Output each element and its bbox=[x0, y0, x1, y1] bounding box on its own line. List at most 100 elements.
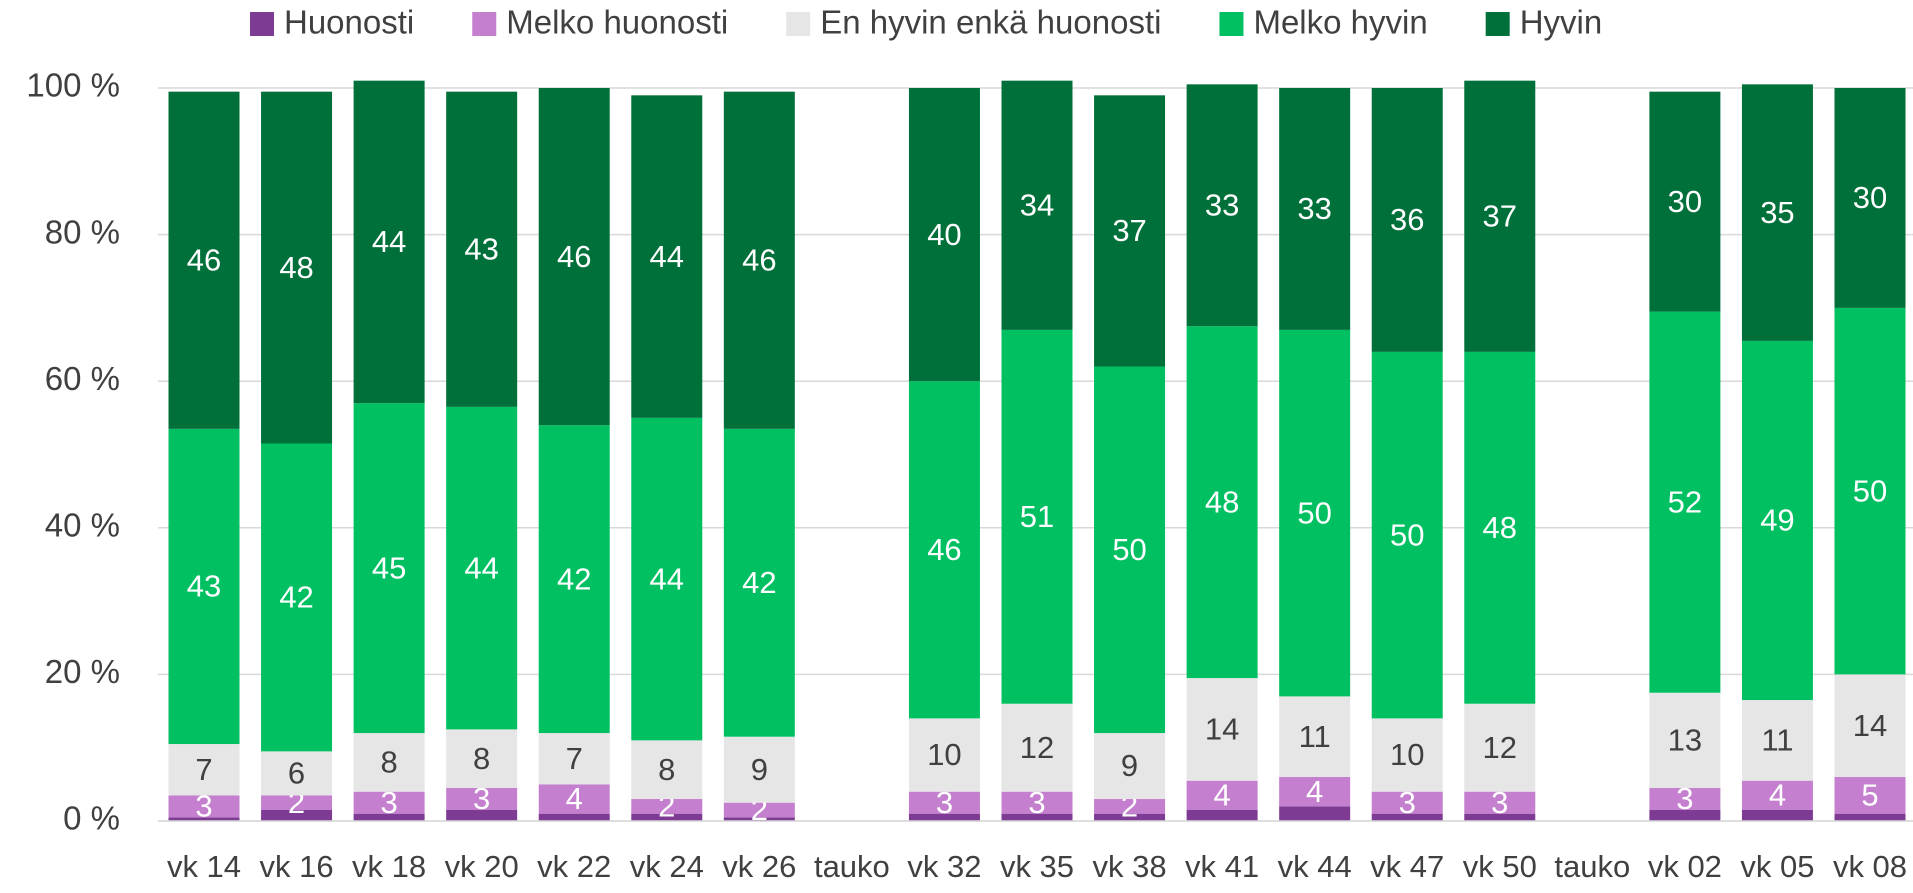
x-tick-label: vk 35 bbox=[1000, 849, 1074, 884]
data-label: 7 bbox=[566, 741, 583, 776]
x-tick-label: vk 50 bbox=[1463, 849, 1537, 884]
data-label: 44 bbox=[372, 224, 406, 259]
bar-segment bbox=[1371, 791, 1443, 814]
bar-segment bbox=[1834, 88, 1906, 308]
data-label: 3 bbox=[1676, 781, 1693, 816]
data-label: 45 bbox=[372, 550, 406, 585]
data-label: 7 bbox=[195, 752, 212, 787]
data-label: 10 bbox=[1390, 737, 1424, 772]
bar-segment bbox=[538, 784, 610, 814]
x-tick-label: vk 44 bbox=[1278, 849, 1352, 884]
bar-segment bbox=[1649, 788, 1721, 811]
data-label: 9 bbox=[1121, 748, 1138, 783]
data-label: 49 bbox=[1760, 503, 1794, 538]
data-label: 14 bbox=[1853, 708, 1887, 743]
data-label: 50 bbox=[1297, 495, 1331, 530]
bar-segment bbox=[168, 744, 240, 796]
bar-segment bbox=[1741, 810, 1813, 821]
bar-segment bbox=[446, 729, 518, 789]
bar-segment bbox=[908, 88, 980, 382]
data-label: 42 bbox=[742, 565, 776, 600]
data-label: 3 bbox=[473, 781, 490, 816]
data-label: 11 bbox=[1299, 719, 1331, 754]
bar-segment bbox=[538, 425, 610, 734]
bar-segment bbox=[1741, 780, 1813, 811]
data-label: 50 bbox=[1390, 517, 1424, 552]
data-label: 3 bbox=[1028, 785, 1045, 820]
data-label: 43 bbox=[464, 231, 498, 266]
bar-segment bbox=[1279, 777, 1351, 807]
bar-segment bbox=[908, 381, 980, 719]
data-label: 43 bbox=[187, 569, 221, 604]
x-tick-label: vk 18 bbox=[352, 849, 426, 884]
bar-segment bbox=[1186, 84, 1258, 327]
data-label: 44 bbox=[650, 239, 684, 274]
x-tick-label: vk 26 bbox=[722, 849, 796, 884]
bar-segment bbox=[1186, 810, 1258, 821]
bar-segment bbox=[1279, 696, 1351, 778]
y-tick-label: 100 % bbox=[26, 67, 120, 104]
data-label: 4 bbox=[1769, 778, 1786, 813]
x-tick-label: vk 05 bbox=[1740, 849, 1814, 884]
bar-segment bbox=[908, 813, 980, 821]
bar-segment bbox=[908, 718, 980, 792]
data-label: 30 bbox=[1853, 180, 1887, 215]
bar-segment bbox=[261, 751, 333, 796]
bar-segment bbox=[1464, 351, 1536, 704]
data-label: 34 bbox=[1020, 187, 1054, 222]
bar-segment bbox=[261, 810, 333, 821]
data-label: 3 bbox=[936, 785, 953, 820]
bar-segment bbox=[1186, 326, 1258, 679]
bar-segment bbox=[631, 799, 703, 814]
bar-segment bbox=[1464, 791, 1536, 814]
x-tick-label: vk 41 bbox=[1185, 849, 1259, 884]
bar-segment bbox=[1741, 340, 1813, 701]
bar-segment bbox=[1279, 329, 1351, 697]
bar-segment bbox=[168, 91, 240, 429]
bar-segment bbox=[1741, 84, 1813, 341]
bar-segment bbox=[353, 403, 425, 734]
bar-segment bbox=[1464, 80, 1536, 352]
bar-segment bbox=[446, 788, 518, 811]
bar-segment bbox=[1186, 780, 1258, 811]
bar-segment bbox=[1649, 810, 1721, 821]
data-label: 13 bbox=[1668, 723, 1702, 758]
data-label: 3 bbox=[1491, 785, 1508, 820]
data-label: 50 bbox=[1853, 473, 1887, 508]
bar-segment bbox=[446, 810, 518, 821]
bar-segment bbox=[1464, 703, 1536, 792]
legend-label: Huonosti bbox=[284, 4, 414, 41]
x-tick-label: vk 32 bbox=[907, 849, 981, 884]
data-label: 48 bbox=[1483, 510, 1517, 545]
legend-label: Hyvin bbox=[1520, 4, 1603, 41]
legend-label: En hyvin enkä huonosti bbox=[820, 4, 1161, 41]
bar-segment bbox=[1001, 791, 1073, 814]
bar-segment bbox=[1741, 700, 1813, 781]
bar-segment bbox=[446, 406, 518, 730]
bar-segment bbox=[1001, 703, 1073, 792]
bar-segment bbox=[723, 91, 795, 429]
data-label: 33 bbox=[1297, 191, 1331, 226]
data-label: 48 bbox=[279, 250, 313, 285]
x-tick-label: vk 14 bbox=[167, 849, 241, 884]
legend-label: Melko hyvin bbox=[1253, 4, 1427, 41]
bar-segment bbox=[1001, 813, 1073, 821]
data-label: 33 bbox=[1205, 187, 1239, 222]
data-label: 11 bbox=[1761, 723, 1793, 758]
bar-segment bbox=[723, 736, 795, 803]
bar-segment bbox=[1094, 733, 1166, 800]
bar-segment bbox=[446, 91, 518, 407]
bar-segment bbox=[168, 817, 240, 821]
data-label: 37 bbox=[1112, 213, 1146, 248]
bar-segment bbox=[1834, 813, 1906, 821]
data-label: 44 bbox=[650, 561, 684, 596]
data-label: 4 bbox=[1213, 778, 1230, 813]
data-label: 52 bbox=[1668, 484, 1702, 519]
bar-segment bbox=[353, 80, 425, 404]
data-label: 48 bbox=[1205, 484, 1239, 519]
bar-segment bbox=[538, 733, 610, 785]
legend-swatch bbox=[786, 12, 811, 36]
data-label: 14 bbox=[1205, 712, 1239, 747]
bar-segment bbox=[723, 802, 795, 818]
